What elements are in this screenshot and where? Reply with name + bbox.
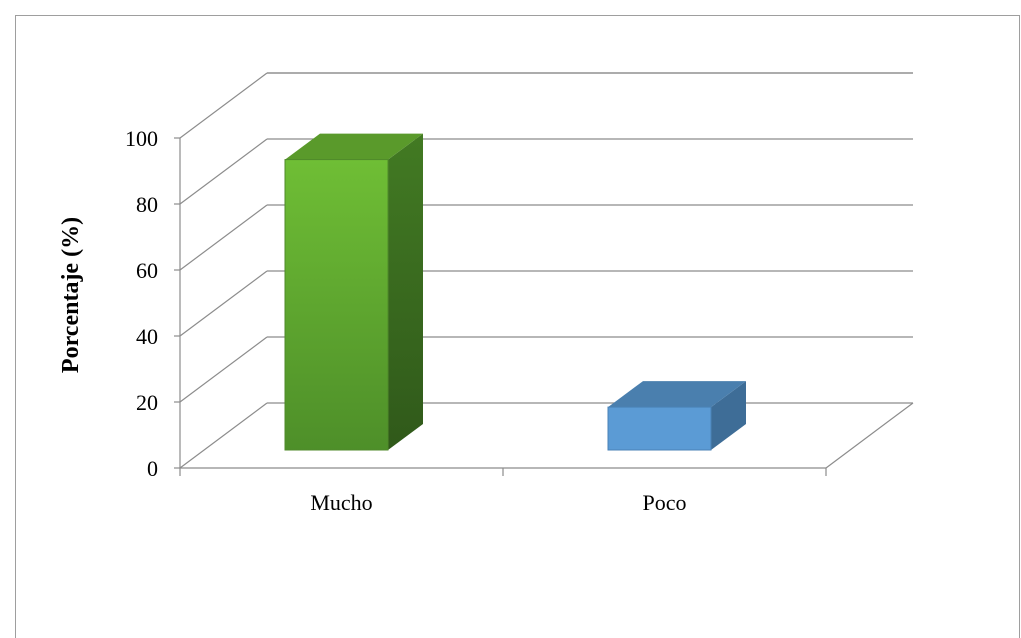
bar-front-face bbox=[284, 159, 389, 451]
gridline-diagonal bbox=[179, 204, 268, 271]
bar-top-face bbox=[608, 381, 746, 408]
floor-right-edge bbox=[825, 402, 914, 469]
x-tick-label: Poco bbox=[643, 490, 687, 515]
bar-side-face bbox=[388, 133, 423, 450]
bar-poco bbox=[607, 381, 746, 451]
bar-mucho bbox=[284, 133, 423, 451]
labels: Porcentaje (%) 0 20 40 60 80 100 Mucho Poco bbox=[58, 126, 687, 515]
y-tick-label: 40 bbox=[136, 324, 158, 349]
gridline-diagonal bbox=[179, 270, 268, 337]
bar-front-face bbox=[607, 406, 712, 451]
y-tick-label: 80 bbox=[136, 192, 158, 217]
y-tick-label: 100 bbox=[125, 126, 158, 151]
bar-side-face bbox=[711, 381, 746, 450]
y-tick-label: 0 bbox=[147, 456, 158, 481]
x-tick-label: Mucho bbox=[310, 490, 372, 515]
axes bbox=[174, 137, 827, 476]
gridline-diagonal bbox=[179, 72, 268, 139]
gridline-diagonal bbox=[179, 336, 268, 403]
chart-frame bbox=[15, 15, 1020, 638]
y-tick-label: 60 bbox=[136, 258, 158, 283]
gridline-diagonal bbox=[179, 138, 268, 205]
gridline-diagonal bbox=[179, 402, 268, 469]
y-axis-title: Porcentaje (%) bbox=[58, 217, 84, 373]
bar-top-face bbox=[285, 133, 423, 160]
bars bbox=[284, 133, 746, 451]
y-tick-label: 20 bbox=[136, 390, 158, 415]
